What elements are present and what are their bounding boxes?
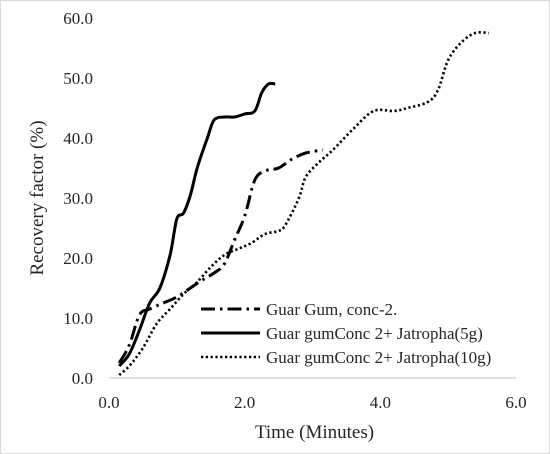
y-axis-label: Recovery factor (%) <box>27 120 48 275</box>
x-tick-label: 0.0 <box>98 393 119 412</box>
y-tick-label: 10.0 <box>63 309 93 328</box>
x-tick-label: 6.0 <box>505 393 526 412</box>
x-axis-label: Time (Minutes) <box>255 422 374 443</box>
legend-entry-guar-gum: Guar Gum, conc-2. <box>266 300 397 319</box>
y-tick-label: 60.0 <box>63 9 93 28</box>
x-tick-label: 4.0 <box>370 393 391 412</box>
legend: Guar Gum, conc-2. Guar gumConc 2+ Jatroph… <box>201 300 491 367</box>
x-tick-label: 2.0 <box>234 393 255 412</box>
series-jatropha-5g-line <box>118 81 276 368</box>
series-guar-gum-line <box>117 148 323 364</box>
y-tick-label: 0.0 <box>72 369 93 388</box>
y-tick-label: 20.0 <box>63 249 93 268</box>
y-tick-label: 30.0 <box>63 189 93 208</box>
y-tick-label: 40.0 <box>63 129 93 148</box>
y-tick-label: 50.0 <box>63 69 93 88</box>
legend-entry-jatropha-10g: Guar gumConc 2+ Jatropha(10g) <box>266 348 491 367</box>
legend-entry-jatropha-5g: Guar gumConc 2+ Jatropha(5g) <box>266 324 483 343</box>
